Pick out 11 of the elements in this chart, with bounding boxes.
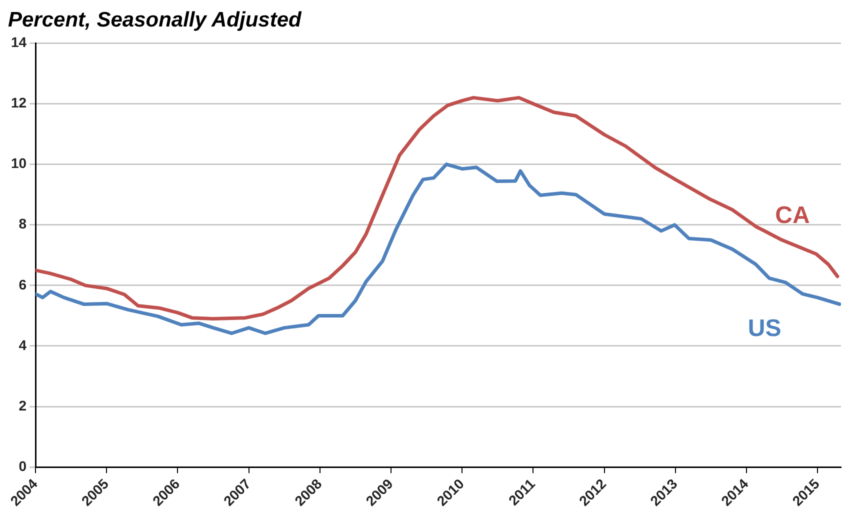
y-tick-label: 4 xyxy=(18,336,27,353)
series-label: CA xyxy=(775,202,810,229)
series-label: US xyxy=(748,314,782,342)
y-tick-label: 12 xyxy=(10,94,27,111)
y-tick-label: 2 xyxy=(18,397,27,414)
y-tick-label: 6 xyxy=(18,276,27,292)
y-tick-label: 8 xyxy=(18,216,27,232)
y-tick-label: 14 xyxy=(10,34,27,50)
y-tick-label: 10 xyxy=(10,155,27,172)
y-tick-label: 0 xyxy=(18,458,27,474)
chart-title: Percent, Seasonally Adjusted xyxy=(8,8,302,32)
